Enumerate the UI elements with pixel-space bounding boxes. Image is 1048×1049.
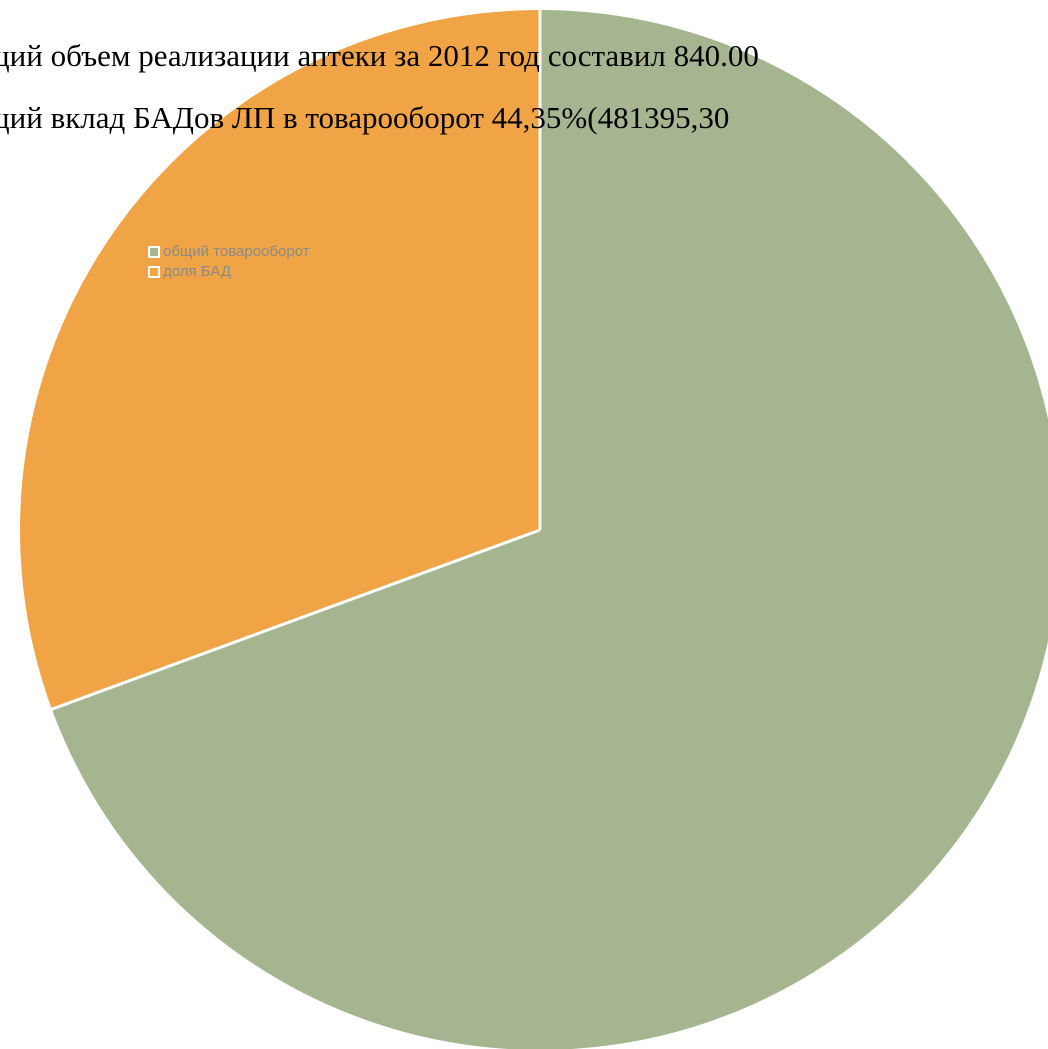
pie-slice-total [51, 10, 1048, 1049]
legend-swatch-bad [148, 266, 160, 278]
pie-slice-bad [19, 10, 540, 710]
caption-bad-contribution: бщий вклад БАДов ЛП в товарооборот 44,35… [0, 100, 730, 135]
legend-label-bad: доля БАД [163, 263, 231, 280]
chart-legend: общий товарооборот доля БАД [148, 242, 310, 282]
slice-separator [51, 528, 541, 711]
legend-label-total: общий товарооборот [163, 243, 310, 260]
legend-item-bad: доля БАД [148, 262, 310, 282]
legend-swatch-total [148, 246, 160, 258]
legend-item-total: общий товарооборот [148, 242, 310, 262]
caption-sales-volume: бщий объем реализации аптеки за 2012 год… [0, 38, 759, 73]
